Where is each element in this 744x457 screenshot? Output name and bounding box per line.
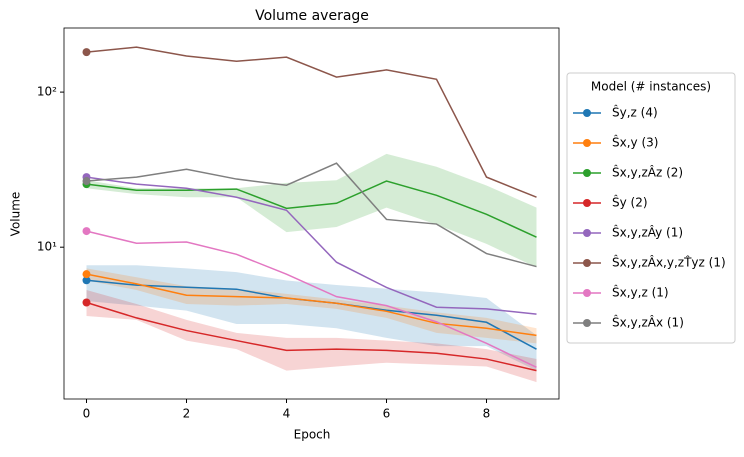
legend-marker [583, 229, 591, 237]
legend-marker [583, 139, 591, 147]
legend-label: Ŝy (2) [612, 195, 648, 210]
x-tick-label: 0 [83, 407, 91, 421]
series-marker [82, 48, 91, 57]
legend-label: Ŝx,y,zÂz (2) [612, 165, 683, 180]
x-tick-label: 6 [383, 407, 391, 421]
series-line [86, 273, 537, 337]
legend-label: Ŝy,z (4) [612, 105, 658, 120]
y-axis-label: Volume [9, 192, 23, 237]
legend-title: Model (# instances) [591, 80, 711, 94]
series-line [86, 162, 537, 268]
legend-marker [583, 199, 591, 207]
x-tick-label: 2 [183, 407, 191, 421]
series-marker [82, 270, 91, 279]
confidence-band [86, 153, 537, 268]
series-marker [82, 298, 91, 307]
legend-label: Ŝx,y,zÂx (1) [612, 315, 684, 330]
series-line [86, 176, 537, 315]
series-marker [82, 227, 91, 236]
x-tick-label: 4 [283, 407, 291, 421]
x-axis-label: Epoch [294, 428, 331, 442]
series-marker [82, 177, 91, 186]
y-tick-label: 10² [37, 85, 57, 99]
y-tick-label: 10¹ [37, 240, 57, 254]
legend-label: Ŝx,y,zÂy (1) [612, 225, 683, 240]
legend-label: Ŝx,y,zÂx,y,zT̂yz (1) [612, 255, 726, 270]
series-marker [82, 276, 91, 285]
series-line [86, 230, 537, 369]
plot-frame [63, 27, 560, 400]
legend-marker [583, 169, 591, 177]
legend-label: Ŝx,y (3) [612, 135, 658, 150]
series-line [86, 180, 537, 238]
legend-marker [583, 259, 591, 267]
chart-title: Volume average [255, 8, 369, 24]
legend-marker [583, 319, 591, 327]
series-line [86, 46, 537, 198]
x-tick-label: 8 [483, 407, 491, 421]
series-line [86, 301, 537, 372]
legend-box [566, 72, 736, 344]
confidence-band [86, 289, 537, 383]
legend-marker [583, 109, 591, 117]
legend-marker [583, 289, 591, 297]
confidence-band [86, 265, 537, 371]
legend-label: Ŝx,y,z (1) [612, 285, 669, 300]
